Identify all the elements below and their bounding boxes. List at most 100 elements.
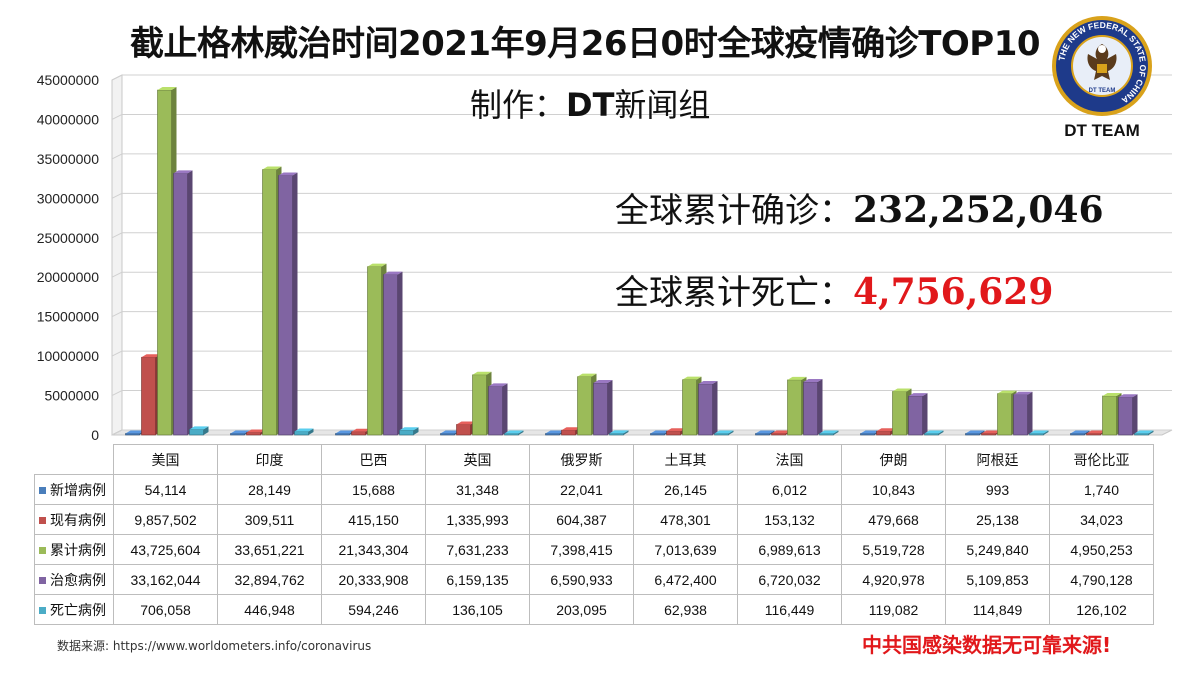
bar-6-0: [755, 430, 775, 436]
bar-front: [351, 431, 366, 436]
data-label: 4,790,128: [1049, 564, 1154, 595]
global-deaths-stat: 全球累计死亡：4,756,629: [615, 265, 1053, 314]
global-deaths-label: 全球累计死亡：: [615, 273, 853, 313]
bar-top: [997, 390, 1017, 394]
bar-front: [1029, 433, 1044, 436]
bar-9-4: [1134, 430, 1154, 436]
bar-side: [308, 428, 314, 435]
gridline-side: [111, 350, 123, 357]
table-corner: [34, 444, 114, 475]
bar-front: [189, 429, 204, 436]
data-label: 6,159,135: [425, 564, 530, 595]
bar-top: [399, 427, 419, 431]
bar-front: [609, 433, 624, 436]
chart-subtitle: 制作：DT新闻组: [470, 80, 710, 126]
bar-front: [440, 433, 455, 436]
bar-front: [173, 173, 188, 436]
bar-front: [771, 433, 786, 436]
series-deaths-header: 死亡病例: [34, 594, 114, 625]
bar-front: [294, 431, 309, 436]
bar-front: [1102, 395, 1117, 436]
bar-7-3: [908, 393, 928, 436]
data-label: 1,335,993: [425, 504, 530, 535]
bar-top: [440, 430, 460, 434]
dt-team-logo: THE NEW FEDERAL STATE OF CHINA DT TEAM: [1050, 14, 1154, 122]
data-table: 美国 印度 巴西 英国 俄罗斯 土耳其 法国 伊朗 阿根廷 哥伦比亚 新增病例 …: [34, 444, 1154, 625]
bar-top: [1029, 430, 1049, 434]
y-axis-tick-labels: 0 5000000 10000000 15000000 20000000 25000000…: [37, 72, 100, 443]
global-confirmed-label: 全球累计确诊：: [615, 191, 853, 231]
bar-top: [1086, 430, 1106, 434]
data-label: 25,138: [945, 504, 1050, 535]
gridline-side: [111, 113, 123, 120]
data-label: 4,920,978: [841, 564, 946, 595]
bar-top: [698, 380, 718, 384]
data-label: 7,631,233: [425, 534, 530, 565]
bar-top: [472, 371, 492, 375]
bar-side: [397, 271, 403, 435]
gridline-side: [111, 271, 123, 278]
data-label: 309,511: [217, 504, 322, 535]
bar-side: [817, 378, 823, 435]
table-row-active-cases: 现有病例 9,857,502 309,511 415,150 1,335,993…: [34, 504, 1154, 535]
bar-top: [787, 376, 807, 380]
bar-top: [965, 430, 985, 434]
legend-key-active-cases: [39, 516, 46, 524]
bar-side: [833, 430, 839, 435]
bar-top: [860, 430, 880, 434]
gridline-side: [111, 232, 123, 239]
chart-side-wall: [111, 74, 123, 436]
bar-8-0: [965, 430, 985, 436]
bar-front: [278, 175, 293, 436]
bar-top: [189, 426, 209, 430]
y-tick-label: 15000000: [37, 309, 100, 325]
bar-front: [488, 386, 503, 436]
bar-front: [593, 382, 608, 436]
data-label: 43,725,604: [113, 534, 218, 565]
data-source: 数据来源: https://www.worldometers.info/coro…: [57, 639, 372, 653]
table-row-total-cases: 累计病例 43,725,604 33,651,221 21,343,304 7,…: [34, 534, 1154, 565]
subtitle-prefix: 制作：: [470, 86, 567, 124]
bar-top: [141, 354, 161, 358]
bar-front: [399, 430, 414, 436]
data-label: 5,519,728: [841, 534, 946, 565]
category-france: 法国: [737, 444, 842, 475]
bar-top: [924, 430, 944, 434]
bar-3-4: [504, 430, 524, 436]
bar-side: [938, 430, 944, 435]
bar-front: [1070, 433, 1085, 436]
category-iran: 伊朗: [841, 444, 946, 475]
bar-top: [294, 428, 314, 432]
data-label: 34,023: [1049, 504, 1154, 535]
series-name: 治愈病例: [50, 571, 106, 588]
bar-front: [1118, 396, 1133, 436]
category-argentina: 阿根廷: [945, 444, 1050, 475]
bar-top: [682, 376, 702, 380]
bar-top: [456, 421, 476, 425]
bar-top: [609, 430, 629, 434]
series-name: 死亡病例: [50, 601, 106, 618]
bar-1-4: [294, 428, 314, 436]
bar-front: [819, 433, 834, 436]
gridline-side: [111, 153, 123, 160]
bar-side: [922, 393, 928, 435]
bar-side: [623, 430, 629, 435]
bar-top: [246, 429, 266, 433]
table-row-recovered: 治愈病例 33,162,044 32,894,762 20,333,908 6,…: [34, 564, 1154, 595]
bar-front: [924, 433, 939, 436]
category-colombia: 哥伦比亚: [1049, 444, 1154, 475]
data-label: 6,989,613: [737, 534, 842, 565]
bar-1-3: [278, 172, 298, 436]
bar-top: [714, 430, 734, 434]
bar-top: [577, 373, 597, 377]
bar-top: [876, 428, 896, 432]
data-label: 10,843: [841, 474, 946, 505]
legend-key-new-cases: [39, 486, 46, 494]
bar-0-4: [189, 426, 209, 436]
bar-front: [577, 376, 592, 436]
data-label: 33,162,044: [113, 564, 218, 595]
bar-front: [1086, 433, 1101, 436]
bar-front: [714, 433, 729, 436]
bar-top: [666, 428, 686, 432]
data-label: 478,301: [633, 504, 738, 535]
